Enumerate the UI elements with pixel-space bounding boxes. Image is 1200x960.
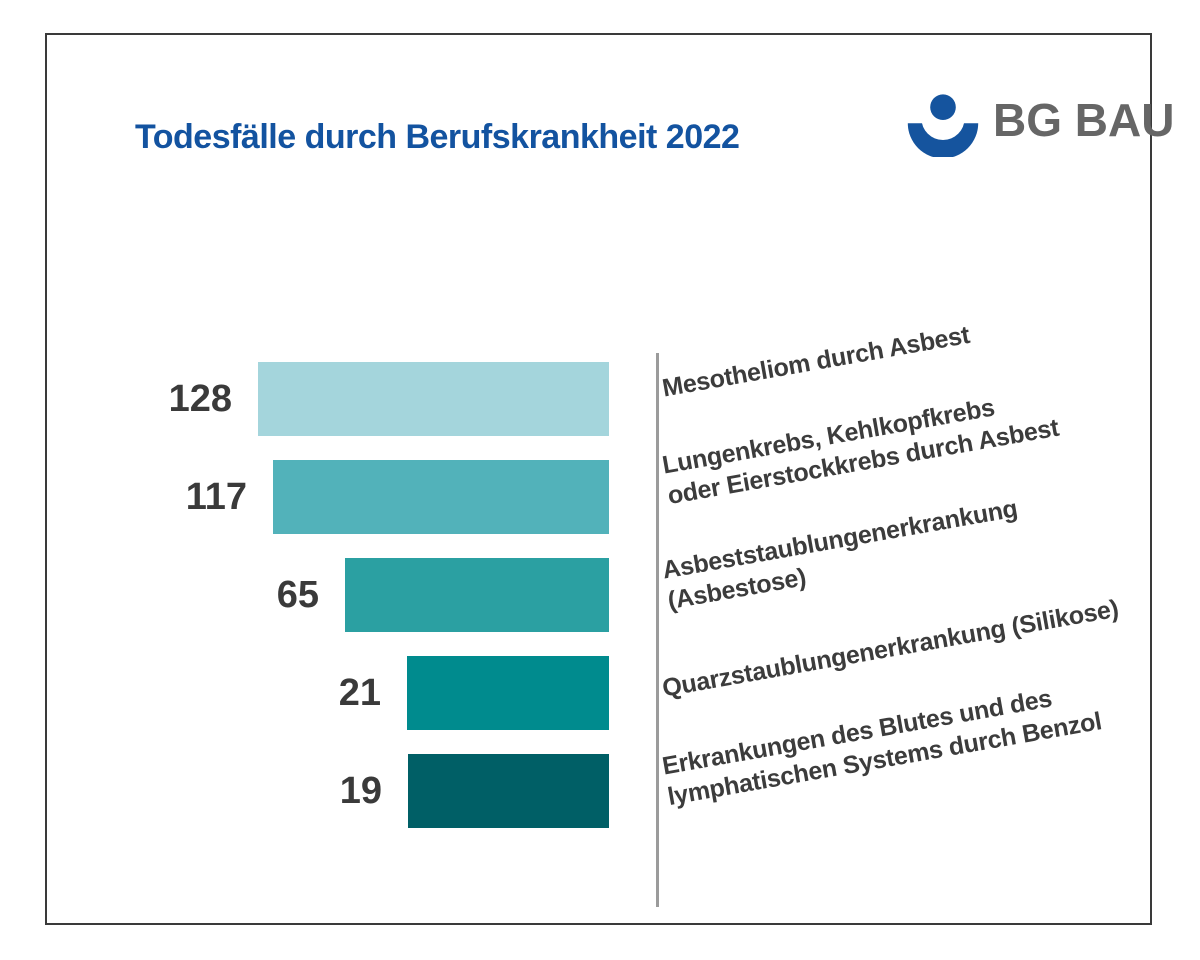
bar-4	[407, 656, 609, 730]
label-line: Mesotheliom durch Asbest	[660, 320, 972, 403]
bar-2	[273, 460, 609, 534]
bar-5	[408, 754, 609, 828]
chart-axis-line	[656, 353, 659, 907]
bar-value-5: 19	[339, 770, 382, 812]
bar-category-label-1: Mesotheliom durch Asbest	[660, 320, 972, 405]
bar-category-label-5: Erkrankungen des Blutes und des lymphatis…	[660, 676, 1104, 813]
bg-bau-logo: BG BAU	[903, 91, 1174, 157]
bar-value-2: 117	[185, 476, 247, 518]
chart-title: Todesfälle durch Berufskrankheit 2022	[135, 118, 740, 156]
chart-frame: Todesfälle durch Berufskrankheit 2022 BG…	[45, 33, 1174, 925]
bar-value-4: 21	[338, 672, 381, 714]
bg-bau-logo-text: BG BAU	[993, 94, 1175, 146]
bar-category-label-3: Asbeststaublungenerkrankung (Asbestose)	[660, 493, 1025, 617]
bar-value-1: 128	[168, 378, 232, 420]
bg-bau-person-protection-icon	[907, 94, 979, 157]
bar-3	[345, 558, 609, 632]
bar-category-label-2: Lungenkrebs, Kehlkopfkrebs oder Eierstock…	[660, 382, 1061, 512]
bar-1	[258, 362, 609, 436]
bar-value-3: 65	[276, 574, 319, 616]
